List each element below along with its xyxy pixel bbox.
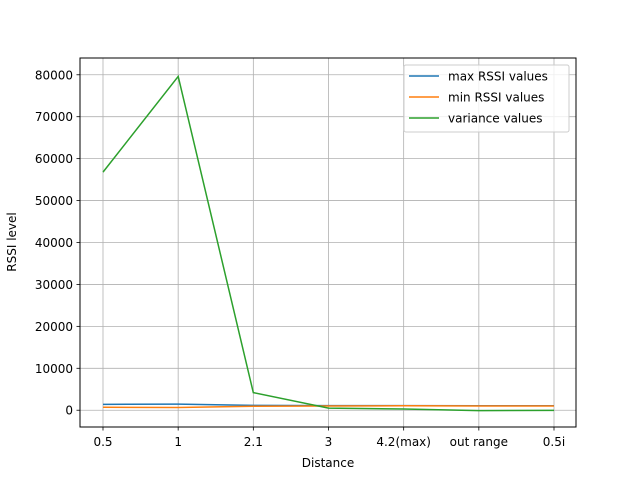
x-tick-label: out range bbox=[450, 435, 508, 449]
x-tick-label: 1 bbox=[174, 435, 182, 449]
y-tick-label: 50000 bbox=[35, 194, 73, 208]
x-tick-label: 4.2(max) bbox=[376, 435, 431, 449]
y-tick-label: 70000 bbox=[35, 110, 73, 124]
legend-label-1: min RSSI values bbox=[448, 91, 544, 105]
x-tick-label: 2.1 bbox=[244, 435, 263, 449]
y-tick-label: 10000 bbox=[35, 362, 73, 376]
x-axis-label: Distance bbox=[302, 456, 354, 470]
y-axis-label: RSSI level bbox=[5, 212, 19, 271]
series-line-2 bbox=[102, 74, 555, 412]
y-tick-label: 40000 bbox=[35, 236, 73, 250]
y-tick-label: 20000 bbox=[35, 320, 73, 334]
legend: max RSSI values min RSSI values variance v… bbox=[403, 64, 570, 133]
x-tick-label: 3 bbox=[325, 435, 333, 449]
series-line-1 bbox=[102, 405, 554, 409]
legend-frame bbox=[403, 64, 570, 133]
y-tick-label: 0 bbox=[65, 404, 73, 418]
series-lines bbox=[102, 74, 555, 412]
legend-label-2: variance values bbox=[448, 112, 543, 126]
legend-label-0: max RSSI values bbox=[448, 70, 548, 84]
y-ticks: 0 10000 20000 30000 40000 50000 60000 70000 8000… bbox=[35, 68, 80, 418]
x-tick-label: 0.5 bbox=[93, 435, 112, 449]
y-tick-label: 30000 bbox=[35, 278, 73, 292]
x-tick-label: 0.5i bbox=[543, 435, 565, 449]
y-tick-label: 80000 bbox=[35, 68, 73, 82]
x-ticks: 0.5 1 2.1 3 4.2(max) out range 0.5i bbox=[93, 427, 565, 449]
y-tick-label: 60000 bbox=[35, 152, 73, 166]
